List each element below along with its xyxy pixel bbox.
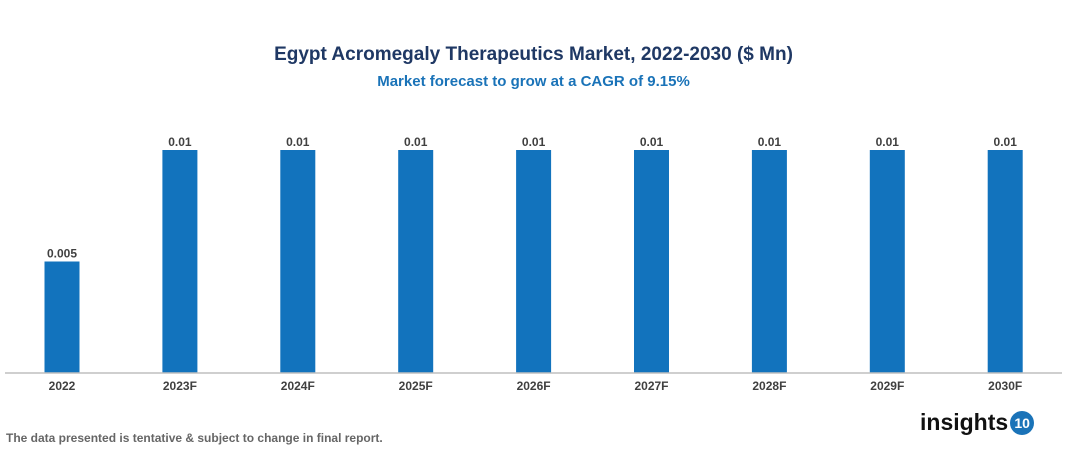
logo-badge: 10 xyxy=(1010,410,1035,435)
data-label: 0.01 xyxy=(758,135,782,149)
data-label: 0.01 xyxy=(286,135,310,149)
bar xyxy=(398,150,434,373)
bar xyxy=(162,150,198,373)
data-label: 0.01 xyxy=(994,135,1018,149)
x-tick-label: 2028F xyxy=(752,379,786,393)
data-label: 0.01 xyxy=(876,135,900,149)
logo-text: insights xyxy=(920,409,1009,435)
data-label: 0.01 xyxy=(522,135,546,149)
bar xyxy=(751,150,787,373)
bar xyxy=(280,150,316,373)
bar xyxy=(634,150,669,373)
chart-subtitle: Market forecast to grow at a CAGR of 9.1… xyxy=(377,73,690,90)
data-label: 0.01 xyxy=(404,135,428,149)
bar xyxy=(869,150,905,373)
data-label: 0.01 xyxy=(640,135,664,149)
x-tick-label: 2025F xyxy=(399,379,433,393)
footer-note: The data presented is tentative & subjec… xyxy=(6,431,383,445)
data-label: 0.005 xyxy=(47,247,77,261)
x-tick-label: 2027F xyxy=(634,379,668,393)
bar xyxy=(516,150,552,373)
chart-title: Egypt Acromegaly Therapeutics Market, 20… xyxy=(274,44,793,65)
x-tick-label: 2023F xyxy=(163,379,197,393)
data-label: 0.01 xyxy=(168,135,192,149)
x-tick-label: 2024F xyxy=(281,379,315,393)
x-tick-label: 2026F xyxy=(517,379,551,393)
bar xyxy=(44,261,80,373)
bar xyxy=(987,150,1023,373)
insights10-logo: insights 10 xyxy=(920,409,1035,436)
x-tick-label: 2022 xyxy=(49,379,76,393)
x-tick-label: 2030F xyxy=(988,379,1022,393)
x-tick-label: 2029F xyxy=(870,379,904,393)
